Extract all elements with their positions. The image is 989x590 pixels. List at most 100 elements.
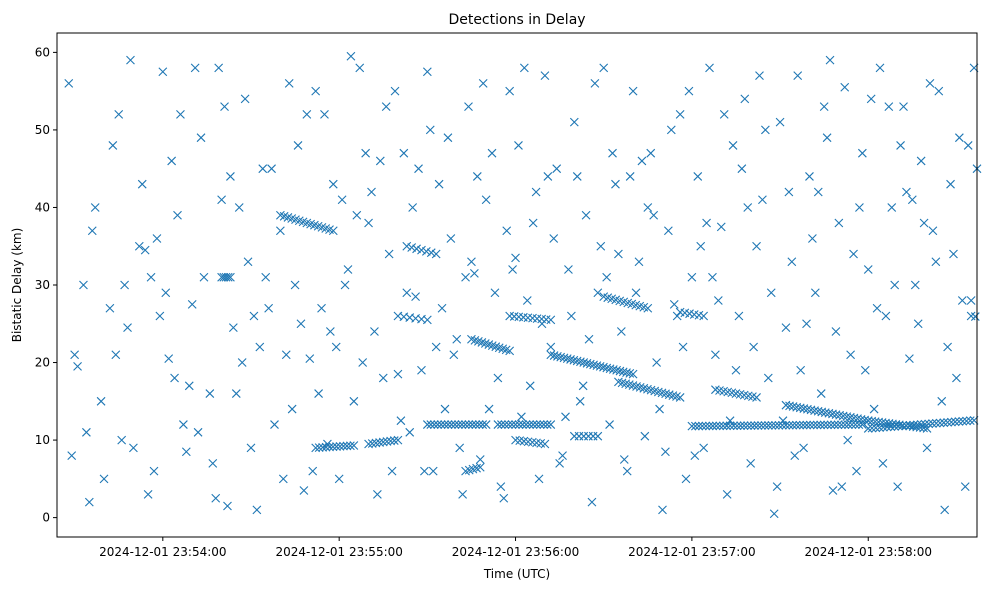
data-point [823, 420, 832, 430]
data-point [732, 421, 742, 431]
data-point [305, 354, 315, 364]
data-point [514, 420, 524, 429]
data-point [819, 420, 829, 430]
data-point [105, 303, 115, 313]
data-point [478, 79, 488, 88]
data-point [784, 420, 794, 430]
data-point [715, 421, 725, 431]
data-point [835, 410, 845, 420]
data-point [564, 265, 573, 274]
data-point [675, 110, 685, 119]
data-point [575, 396, 585, 406]
data-point [134, 241, 144, 251]
data-point [702, 218, 711, 228]
data-point [469, 268, 479, 278]
data-point [493, 420, 503, 429]
data-point [853, 414, 862, 424]
data-point [540, 439, 550, 449]
data-point [740, 94, 750, 104]
data-point [176, 110, 185, 119]
data-point [67, 451, 77, 460]
data-point [367, 439, 377, 448]
data-point [370, 327, 379, 336]
data-point [872, 303, 882, 313]
data-point [631, 288, 641, 298]
data-point [852, 466, 861, 476]
data-point [205, 389, 215, 398]
data-point [954, 133, 964, 143]
data-point [764, 421, 773, 430]
data-point [375, 156, 385, 166]
data-point [149, 466, 159, 476]
data-point [869, 404, 879, 414]
data-point [608, 365, 618, 374]
data-point [615, 366, 625, 376]
data-point [899, 102, 908, 112]
data-point [484, 340, 494, 349]
data-point [539, 420, 549, 429]
data-point [231, 389, 241, 398]
data-point [447, 420, 456, 429]
data-point [335, 441, 345, 451]
data-point [650, 386, 660, 396]
data-point [931, 257, 941, 267]
data-point [146, 272, 156, 282]
data-point [543, 172, 553, 181]
data-point [499, 493, 509, 503]
data-point [855, 203, 864, 212]
y-tick-label: 0 [42, 511, 50, 525]
data-point [358, 358, 368, 367]
data-point [472, 172, 482, 181]
data-point [678, 342, 688, 352]
data-point [846, 350, 855, 360]
data-point [96, 396, 106, 406]
y-tick-label: 40 [35, 200, 50, 214]
data-point [840, 82, 850, 92]
data-point [390, 86, 400, 96]
data-point [924, 419, 934, 429]
data-point [639, 383, 649, 393]
data-point [226, 272, 235, 282]
data-point [901, 421, 911, 430]
data-point [628, 381, 638, 390]
data-point [834, 218, 844, 228]
data-point [425, 125, 435, 135]
data-point [275, 226, 285, 236]
data-point [372, 489, 382, 499]
data-point [546, 315, 556, 325]
data-point [793, 71, 803, 81]
data-point [897, 421, 907, 431]
data-point [311, 86, 321, 96]
data-point [343, 265, 353, 274]
data-point [722, 489, 732, 499]
data-point [64, 79, 74, 88]
data-point [114, 110, 124, 119]
data-point [484, 404, 494, 414]
data-point [856, 414, 866, 424]
data-point [535, 420, 545, 429]
data-point [387, 466, 397, 476]
data-point [708, 272, 717, 282]
data-point [624, 380, 634, 390]
data-point [939, 418, 949, 428]
data-point [581, 210, 591, 220]
data-point [970, 312, 980, 321]
data-point [331, 342, 341, 352]
x-tick-label: 2024-12-01 23:54:00 [99, 545, 226, 559]
data-point [457, 420, 467, 429]
data-point [84, 497, 94, 507]
data-point [743, 203, 753, 212]
data-point [558, 451, 567, 460]
data-point [657, 388, 667, 398]
data-point [402, 288, 412, 298]
data-point [167, 156, 177, 166]
data-point [505, 86, 515, 96]
data-point [73, 362, 82, 371]
data-point [628, 86, 638, 96]
data-point [223, 501, 232, 511]
data-point [713, 296, 723, 305]
data-point [905, 354, 914, 364]
data-point [675, 393, 685, 402]
data-point [612, 365, 622, 375]
y-tick-label: 10 [35, 433, 50, 447]
